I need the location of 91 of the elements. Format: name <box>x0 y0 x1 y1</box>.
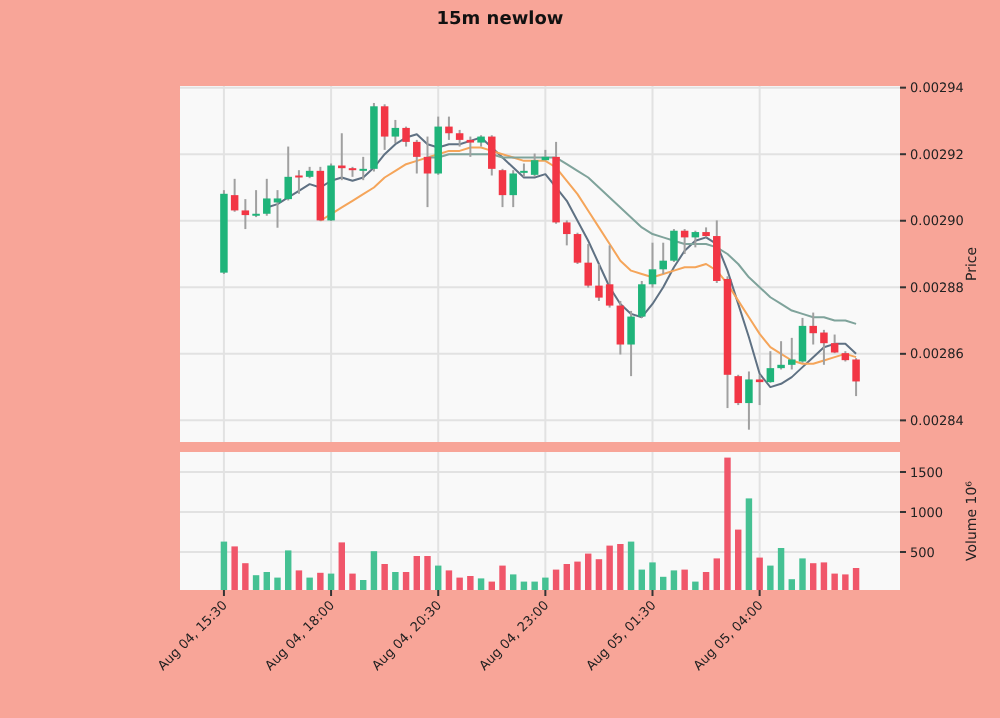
bar <box>820 562 828 590</box>
bar <box>563 564 570 590</box>
bar <box>456 577 463 590</box>
bar <box>306 577 313 590</box>
bar <box>499 565 506 590</box>
bar <box>327 573 335 590</box>
bar <box>617 544 624 590</box>
bar <box>263 572 270 590</box>
bar <box>252 575 260 590</box>
candlestick <box>809 311 817 346</box>
bar <box>295 570 303 590</box>
candlestick <box>766 350 775 384</box>
candlestick <box>648 241 657 289</box>
candlestick <box>584 243 592 289</box>
bar <box>681 569 688 590</box>
bar <box>670 570 678 590</box>
bar <box>531 581 538 590</box>
bar <box>627 541 635 590</box>
bar <box>735 529 742 590</box>
candlestick <box>466 135 475 158</box>
candlestick <box>402 125 410 148</box>
candlestick <box>241 198 250 231</box>
candlestick <box>745 370 753 431</box>
bar <box>745 498 753 590</box>
bar <box>810 563 817 590</box>
bar <box>852 568 860 590</box>
candlestick <box>498 167 507 209</box>
bar <box>435 565 442 590</box>
candlestick <box>295 169 303 195</box>
candlestick <box>391 118 400 145</box>
bar <box>713 558 720 590</box>
bar <box>370 551 378 590</box>
bar <box>338 542 345 590</box>
bar <box>510 574 517 590</box>
candlestick <box>670 228 678 263</box>
candlestick <box>434 115 442 176</box>
bar <box>242 563 249 590</box>
bar <box>692 581 699 590</box>
bar <box>413 556 420 590</box>
bar <box>595 559 603 590</box>
candlestick <box>573 231 582 265</box>
bar <box>799 558 806 590</box>
bar <box>777 548 785 590</box>
candlestick <box>445 115 453 141</box>
bar <box>842 574 849 590</box>
bar <box>360 580 367 590</box>
bar <box>445 570 453 590</box>
bar <box>767 565 774 590</box>
bar <box>477 578 485 590</box>
candlestick <box>659 241 667 275</box>
bar <box>274 577 281 590</box>
candlestick <box>777 340 785 371</box>
bar <box>756 557 763 590</box>
bar <box>702 572 710 590</box>
candlestick <box>230 177 239 213</box>
bar <box>638 569 645 590</box>
bar <box>285 550 292 590</box>
candlestick <box>820 328 828 366</box>
candlestick <box>423 135 432 209</box>
bar <box>402 572 410 590</box>
bar <box>585 553 592 590</box>
candlestick <box>638 279 646 319</box>
bar <box>552 569 560 590</box>
chart-title: 15m newlow <box>436 10 564 30</box>
bar <box>424 556 431 590</box>
bar <box>606 545 613 590</box>
candlestick <box>252 189 260 219</box>
candlestick <box>509 169 517 209</box>
bar <box>392 572 399 590</box>
bar <box>574 561 581 590</box>
candlestick <box>413 138 421 175</box>
bar <box>542 577 549 590</box>
candlestick <box>734 373 742 407</box>
candlestick <box>359 155 367 182</box>
bar <box>724 457 731 590</box>
bar <box>788 579 795 590</box>
bar <box>467 576 474 590</box>
bar <box>660 576 667 590</box>
candlestick <box>563 219 571 247</box>
bar <box>317 572 324 590</box>
bar <box>220 541 228 590</box>
bar <box>649 562 656 590</box>
candlestick <box>616 299 625 356</box>
candlestick <box>488 134 496 177</box>
bar <box>381 564 388 590</box>
candlestick <box>755 373 764 407</box>
candlestick <box>380 103 389 151</box>
candlestick <box>627 309 635 378</box>
bar <box>231 546 238 590</box>
bar <box>831 573 838 590</box>
bar <box>349 573 356 590</box>
